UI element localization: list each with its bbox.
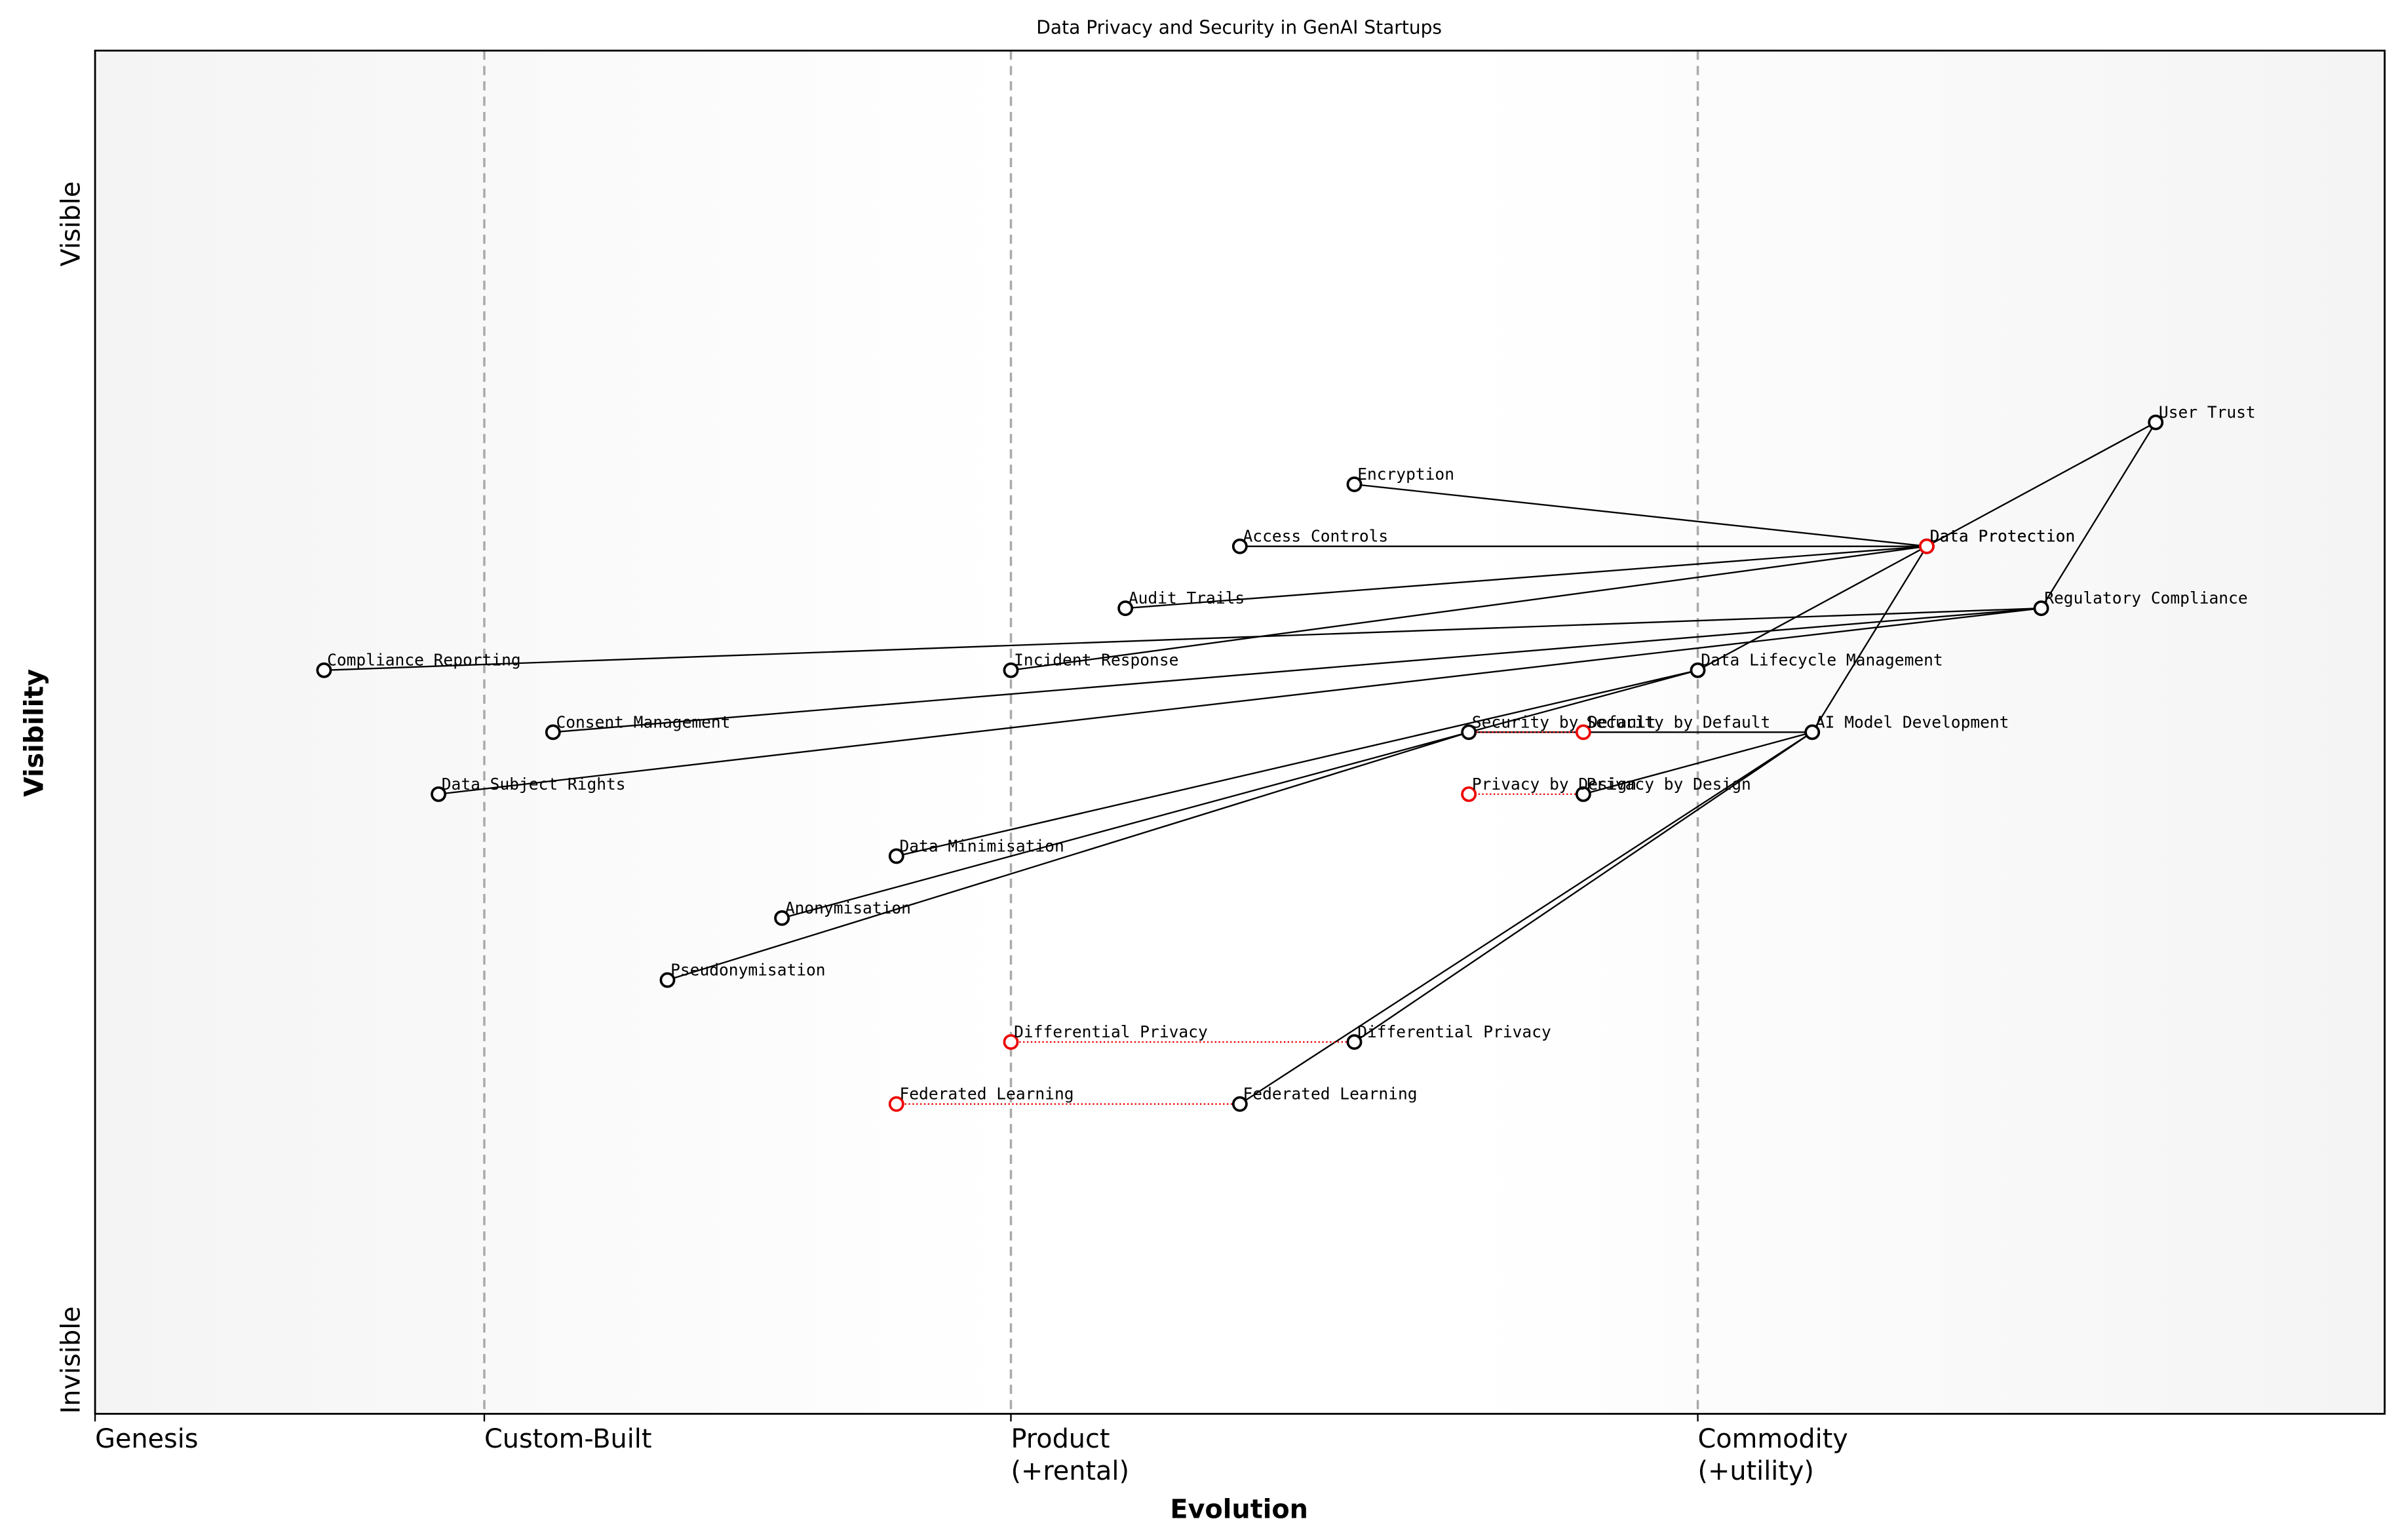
component-label: Regulatory Compliance <box>2044 588 2247 607</box>
component-label: Differential Privacy <box>1357 1022 1551 1041</box>
component-label: Pseudonymisation <box>670 961 825 980</box>
link <box>1354 483 1927 547</box>
component-label: Data Lifecycle Management <box>1701 651 1943 670</box>
stage-label: Genesis <box>95 1424 198 1454</box>
component <box>316 662 332 678</box>
component <box>888 848 904 864</box>
evolved-component <box>1918 538 1935 554</box>
evolved-component <box>1003 1034 1019 1050</box>
stage-label: Product (+rental) <box>1011 1424 1129 1486</box>
link <box>1583 731 1813 796</box>
component <box>774 910 790 926</box>
component-label: Access Controls <box>1243 527 1389 546</box>
y-bottom-label: Invisible <box>56 1306 87 1414</box>
link <box>1926 421 2156 547</box>
evolved-component <box>1575 724 1591 741</box>
evolved-label: Differential Privacy <box>1014 1022 1208 1041</box>
component-label: Compliance Reporting <box>327 651 521 670</box>
component <box>2033 600 2049 617</box>
component-label: User Trust <box>2159 403 2256 422</box>
link <box>438 607 2042 796</box>
component-label: Data Protection <box>1930 527 2076 546</box>
link <box>1239 731 1813 1105</box>
evolved-label: Privacy by Design <box>1472 775 1636 794</box>
link <box>896 669 1698 857</box>
link <box>552 607 2042 733</box>
component <box>1003 662 1019 678</box>
component <box>1346 476 1363 493</box>
link <box>1697 545 1927 671</box>
component-label: Privacy by Design <box>1587 775 1751 794</box>
component-label: Anonymisation <box>785 898 911 917</box>
link <box>1811 546 1927 733</box>
evolved-label: Data Protection <box>1930 527 2076 546</box>
link <box>781 731 1469 919</box>
stage-label: Custom-Built <box>484 1424 651 1454</box>
y-top-label: Visible <box>56 182 87 267</box>
component-label: Encryption <box>1357 465 1454 484</box>
evolved-label: Federated Learning <box>899 1085 1074 1104</box>
x-axis-label: Evolution <box>1170 1495 1308 1525</box>
link <box>1353 731 1813 1043</box>
component-label: Incident Response <box>1014 651 1178 670</box>
component <box>1690 662 1706 678</box>
stage-label: Commodity (+utility) <box>1698 1424 1848 1486</box>
component-label: Security by Default <box>1472 712 1656 731</box>
component <box>1231 1096 1248 1112</box>
link <box>324 607 2042 671</box>
component <box>1575 786 1591 802</box>
component <box>1804 724 1821 741</box>
evolved-component <box>1461 786 1477 802</box>
title: Data Privacy and Security in GenAI Start… <box>1036 16 1442 38</box>
link <box>2040 421 2157 609</box>
plot-frame <box>94 49 2386 1415</box>
link <box>1011 545 1927 671</box>
component <box>659 972 676 988</box>
evolved-component <box>888 1096 904 1112</box>
component-label: Data Subject Rights <box>442 775 626 794</box>
component <box>431 786 447 802</box>
link <box>667 731 1469 981</box>
component <box>1117 600 1134 617</box>
component-label: Consent Management <box>556 712 730 731</box>
component-label: AI Model Development <box>1815 712 2009 731</box>
component-label: Audit Trails <box>1129 588 1245 607</box>
component <box>2148 414 2164 431</box>
component <box>1461 724 1477 741</box>
y-axis-label: Visibility <box>20 669 50 797</box>
evolved-label: Security by Default <box>1587 712 1771 731</box>
plot-background <box>95 50 2385 1414</box>
component-label: Federated Learning <box>1243 1085 1418 1104</box>
link <box>1125 545 1927 609</box>
component <box>1231 538 1248 554</box>
component <box>1346 1034 1363 1050</box>
component <box>545 724 561 741</box>
component-label: Data Minimisation <box>899 836 1064 855</box>
link <box>1468 669 1698 733</box>
